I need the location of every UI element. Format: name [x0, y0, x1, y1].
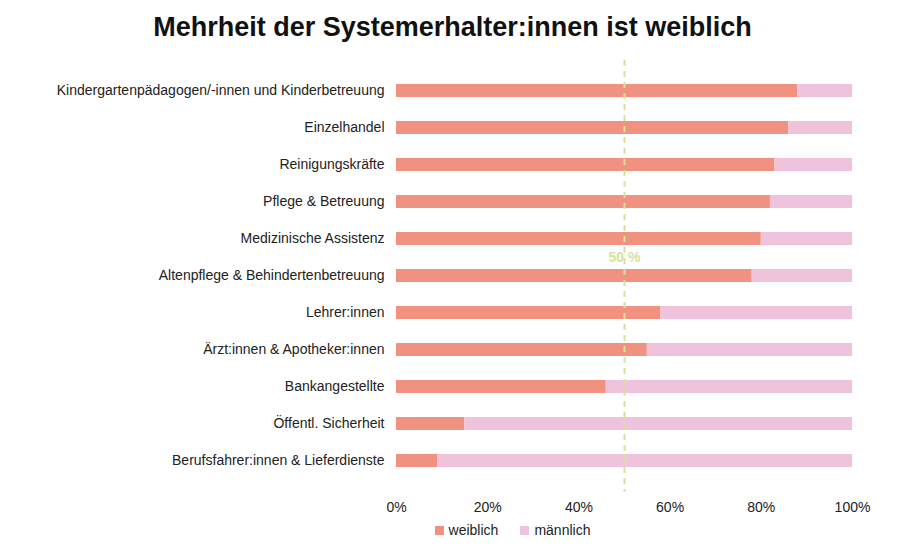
html-text:männlich: männlich: [534, 522, 591, 538]
svg-text:50 %: 50 %: [609, 249, 641, 265]
svg-text:Berufsfahrer:innen & Lieferdie: Berufsfahrer:innen & Lieferdienste: [172, 452, 385, 468]
svg-text:0%: 0%: [386, 499, 406, 515]
svg-text:40%: 40%: [565, 499, 593, 515]
svg-text:Altenpflege & Behindertenbetre: Altenpflege & Behindertenbetreuung: [159, 267, 385, 283]
svg-text:Kindergartenpädagogen/-innen u: Kindergartenpädagogen/-innen und Kinderb…: [57, 82, 385, 98]
svg-text:80%: 80%: [747, 499, 775, 515]
html-text:weiblich: weiblich: [448, 522, 499, 538]
svg-text:20%: 20%: [474, 499, 502, 515]
svg-text:60%: 60%: [656, 499, 684, 515]
svg-text:Öffentl. Sicherheit: Öffentl. Sicherheit: [273, 414, 384, 431]
svg-text:Einzelhandel: Einzelhandel: [304, 119, 384, 135]
svg-text:Bankangestellte: Bankangestellte: [285, 378, 385, 394]
svg-text:Reinigungskräfte: Reinigungskräfte: [279, 156, 384, 172]
svg-text:100%: 100%: [835, 499, 871, 515]
html-text:Mehrheit der Systemerhalter:in: Mehrheit der Systemerhalter:innen ist we…: [153, 12, 752, 42]
svg-text:Medizinische Assistenz: Medizinische Assistenz: [241, 230, 385, 246]
svg-text:Lehrer:innen: Lehrer:innen: [306, 304, 385, 320]
svg-text:Pflege & Betreuung: Pflege & Betreuung: [263, 193, 384, 209]
svg-text:Ärzt:innen & Apotheker:innen: Ärzt:innen & Apotheker:innen: [203, 341, 384, 357]
